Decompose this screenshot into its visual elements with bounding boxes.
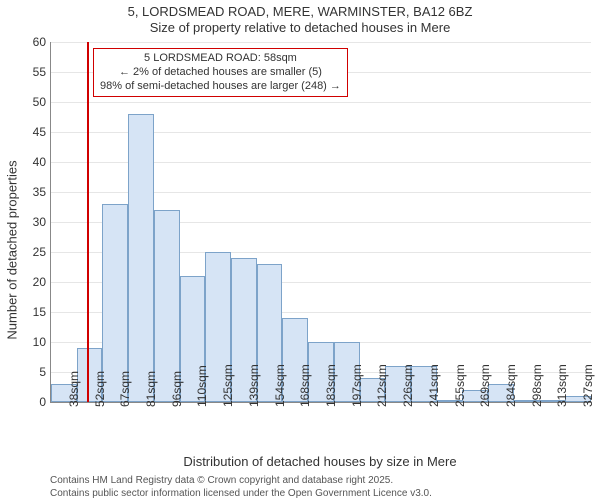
x-tick-label: 255sqm [453,364,467,407]
callout-line3: 98% of semi-detached houses are larger (… [100,80,341,94]
y-tick-label: 45 [6,125,46,139]
callout-line1: 5 LORDSMEAD ROAD: 58sqm [100,52,341,66]
chart-container: 5, LORDSMEAD ROAD, MERE, WARMINSTER, BA1… [0,0,600,500]
x-tick-label: 284sqm [504,364,518,407]
y-tick-label: 10 [6,335,46,349]
x-tick-label: 226sqm [401,364,415,407]
x-tick-label: 139sqm [247,364,261,407]
x-tick-label: 38sqm [67,371,81,407]
x-tick-label: 212sqm [375,364,389,407]
y-tick-label: 15 [6,305,46,319]
x-tick-label: 125sqm [221,364,235,407]
y-tick-label: 20 [6,275,46,289]
x-tick-label: 327sqm [581,364,595,407]
y-tick-label: 60 [6,35,46,49]
x-tick-label: 81sqm [144,371,158,407]
marker-line [87,42,89,402]
y-tick-label: 30 [6,215,46,229]
x-tick-label: 269sqm [478,364,492,407]
x-tick-label: 52sqm [93,371,107,407]
x-tick-label: 154sqm [273,364,287,407]
attribution-line2: Contains public sector information licen… [50,487,590,500]
callout-line2: ← 2% of detached houses are smaller (5) [100,66,341,80]
attribution-line1: Contains HM Land Registry data © Crown c… [50,474,590,487]
y-tick-label: 35 [6,185,46,199]
x-tick-label: 241sqm [427,364,441,407]
attribution-block: Contains HM Land Registry data © Crown c… [50,474,590,500]
gridline [51,42,591,43]
chart-title-block: 5, LORDSMEAD ROAD, MERE, WARMINSTER, BA1… [0,4,600,37]
histogram-bar [128,114,154,402]
x-tick-label: 168sqm [298,364,312,407]
x-tick-label: 313sqm [555,364,569,407]
y-tick-label: 50 [6,95,46,109]
x-axis-label: Distribution of detached houses by size … [50,454,590,469]
plot-area: 5 LORDSMEAD ROAD: 58sqm← 2% of detached … [50,42,591,403]
x-tick-label: 96sqm [170,371,184,407]
x-tick-label: 183sqm [324,364,338,407]
x-tick-label: 298sqm [530,364,544,407]
y-tick-label: 5 [6,365,46,379]
y-tick-label: 0 [6,395,46,409]
y-tick-label: 40 [6,155,46,169]
chart-title-line1: 5, LORDSMEAD ROAD, MERE, WARMINSTER, BA1… [0,4,600,20]
marker-callout: 5 LORDSMEAD ROAD: 58sqm← 2% of detached … [93,48,348,97]
x-tick-label: 197sqm [350,364,364,407]
y-tick-label: 25 [6,245,46,259]
chart-title-line2: Size of property relative to detached ho… [0,20,600,36]
gridline [51,102,591,103]
x-tick-label: 67sqm [118,371,132,407]
y-tick-label: 55 [6,65,46,79]
x-tick-label: 110sqm [195,365,209,407]
